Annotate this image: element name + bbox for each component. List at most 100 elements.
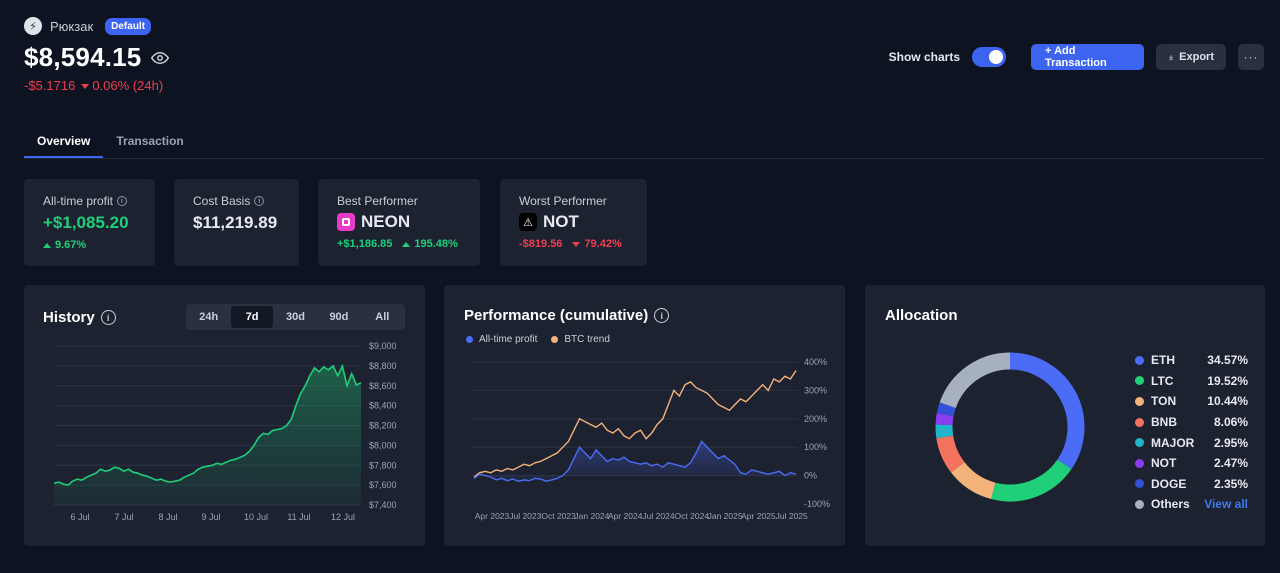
y-tick-label: $7,400 [369,500,397,510]
export-label: Export [1179,51,1214,63]
donut-slice-ltc [991,459,1072,502]
arrow-up-icon [43,242,51,248]
x-tick-label: 9 Jul [201,512,220,522]
account-name[interactable]: Рюкзак [50,18,94,34]
y-tick-label: $8,200 [369,421,397,431]
eye-icon[interactable] [151,49,170,67]
worst-performer-card: Worst Performer ⚠ NOT -$819.56 79.42% [500,179,647,266]
allocation-item-not[interactable]: NOT 2.47% [1135,453,1248,474]
add-transaction-button[interactable]: + Add Transaction [1031,44,1144,70]
export-button[interactable]: Export [1156,44,1226,70]
best-performer-abs: +$1,186.85 [337,238,393,250]
x-tick-label: Jul 2025 [776,511,808,521]
best-performer-title: Best Performer [337,194,418,208]
donut-slice-major [935,424,954,439]
header-actions: Show charts + Add Transaction Export ··· [889,44,1264,70]
y-tick-label: $7,800 [369,460,397,470]
all-time-profit-line [473,440,797,483]
all-time-profit-pct: 9.67% [43,239,86,251]
donut-slice-ton [951,461,996,500]
y-tick-label: $8,600 [369,381,397,391]
worst-performer-abs: -$819.56 [519,238,563,250]
show-charts-label: Show charts [888,50,960,64]
info-icon[interactable]: i [254,196,265,206]
history-line [53,363,362,486]
all-time-profit-card: All-time profit i +$1,085.20 9.67% [24,179,155,266]
x-tick-label: Oct 2023 [541,511,576,521]
x-tick-label: Jan 2025 [708,511,743,521]
allocation-item-bnb[interactable]: BNB 8.06% [1135,412,1248,433]
x-tick-label: Jul 2023 [509,511,541,521]
allocation-item-others: Others View all [1135,494,1248,515]
allocation-item-eth[interactable]: ETH 34.57% [1135,350,1248,371]
worst-performer-pct: 79.42% [572,238,622,250]
tab-transaction[interactable]: Transaction [116,134,184,148]
allocation-donut-chart[interactable] [930,347,1090,507]
donut-slice-others [939,352,1011,409]
info-icon[interactable]: i [100,310,116,325]
history-panel: History i 24h 7d 30d 90d All $9,000 $8,80… [24,285,425,546]
cost-basis-value: $11,219.89 [193,213,278,232]
neon-logo-icon [337,213,355,231]
allocation-item-doge[interactable]: DOGE 2.35% [1135,474,1248,495]
x-tick-label: Jul 2024 [642,511,674,521]
donut-slice-bnb [936,435,965,473]
download-icon [1169,54,1174,60]
allocation-item-ton[interactable]: TON 10.44% [1135,391,1248,412]
x-tick-label: 8 Jul [158,512,177,522]
info-icon[interactable]: i [117,196,128,206]
x-tick-label: Jan 2024 [574,511,609,521]
portfolio-balance: $8,594.15 [24,42,142,72]
best-performer-card: Best Performer NEON +$1,186.85 195.48% [318,179,480,266]
x-tick-label: Oct 2024 [675,511,710,521]
arrow-down-icon [572,241,581,247]
more-options-button[interactable]: ··· [1238,44,1264,70]
y-tick-label: 100% [804,442,827,452]
worst-performer-coin: NOT [543,212,579,231]
profit-area [474,441,796,482]
y-tick-label: 400% [804,357,827,367]
show-charts-toggle[interactable] [972,47,1006,67]
x-tick-label: 7 Jul [114,512,133,522]
allocation-panel: Allocation ETH 34.57% LTC 19.52% TON 10.44%… [865,285,1265,546]
history-chart[interactable]: $9,000 $8,800 $8,600 $8,400 $8,200 $8,000 $7,8… [24,285,425,546]
y-tick-label: $8,000 [369,440,397,450]
allocation-title: Allocation [885,307,958,324]
main-tabs: Overview Transaction [24,124,1265,159]
performance-panel: Performance (cumulative) i All-time prof… [444,285,845,546]
balance-change-pct: 0.06% (24h) [81,78,163,93]
all-time-profit-title: All-time profit [43,194,114,208]
balance-change-abs: -$5.1716 [24,78,76,93]
performance-chart[interactable]: 400%300%200%100%0%-100%Apr 2023 Jul 2023 O… [444,285,845,546]
legend-btc-trend[interactable]: BTC trend [551,334,610,345]
x-tick-label: Apr 2025 [741,511,776,521]
donut-slice-doge [936,402,956,417]
performance-legend: All-time profit BTC trend [466,334,610,345]
range-30d[interactable]: 30d [286,311,305,323]
cost-basis-title: Cost Basis [193,194,251,208]
range-90d[interactable]: 90d [329,311,349,323]
range-7d[interactable]: 7d [231,306,273,328]
worst-performer-title: Worst Performer [519,194,607,208]
y-tick-label: 300% [804,385,827,395]
history-area [54,365,361,505]
y-tick-label: $8,400 [369,401,397,411]
lightning-icon: ⚡ [24,17,42,35]
legend-all-time-profit[interactable]: All-time profit [466,334,537,345]
info-icon[interactable]: i [654,308,670,323]
range-all[interactable]: All [375,311,390,323]
btc-trend-line [473,370,797,478]
view-all-link[interactable]: View all [1204,497,1248,512]
cost-basis-card: Cost Basis i $11,219.89 [174,179,299,266]
not-logo-icon: ⚠ [519,213,537,231]
account-row[interactable]: ⚡ Рюкзак Default [24,16,169,36]
y-tick-label: $8,800 [369,361,397,371]
allocation-item-ltc[interactable]: LTC 19.52% [1135,371,1248,392]
tab-overview[interactable]: Overview [24,124,104,158]
y-tick-label: $7,600 [369,480,397,490]
range-24h[interactable]: 24h [199,311,219,323]
x-tick-label: 11 Jul [287,512,310,522]
best-performer-pct: 195.48% [402,238,458,250]
allocation-item-major[interactable]: MAJOR 2.95% [1135,432,1248,453]
x-tick-label: 6 Jul [70,512,89,522]
